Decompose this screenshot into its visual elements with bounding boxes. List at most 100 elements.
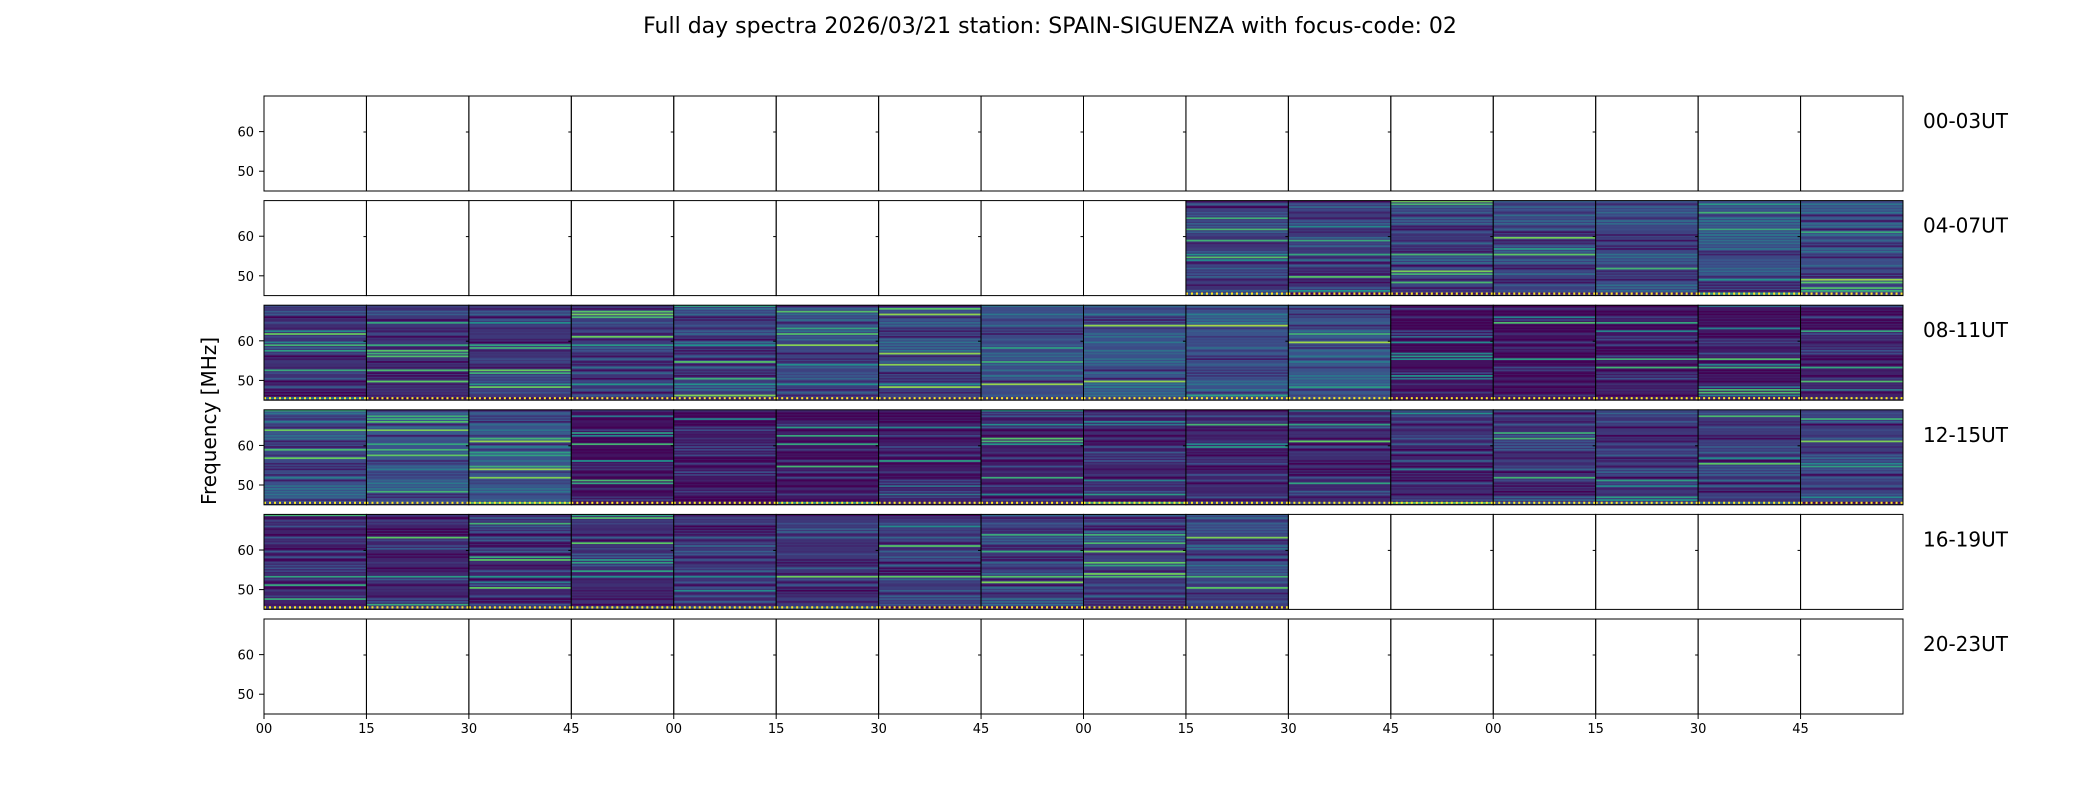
spectrum-panel [1490,618,1597,715]
spectrum-band [1698,474,1801,476]
spectrum-band [1390,333,1494,335]
spectrum-band [1288,253,1391,256]
spectrum-band [366,330,469,333]
spectrum-band [1493,363,1596,366]
spectrum-band [673,316,777,319]
spectrum-band [468,471,572,474]
spectrum-band [673,522,777,525]
spectrum-band [1493,440,1596,443]
spectrum-band [1185,434,1289,437]
spectrum-panel [1592,513,1699,610]
spectrum-band [981,383,1084,386]
spectrum-band [571,525,674,528]
spectrum-band [673,493,777,496]
panel-frame [570,200,675,297]
spectrum-band [571,391,674,394]
panel-frame [570,618,675,715]
spectrum-band [981,333,1084,335]
spectrum-band [264,542,367,545]
spectrum-band [878,573,982,575]
spectrum-band [776,386,879,388]
spectrum-band [1493,394,1596,397]
spectrum-band [571,443,674,446]
spectrum-band [264,479,367,482]
spectrum-band [571,545,674,547]
spectrum-band [1083,349,1186,352]
spectrum-band [1800,225,1903,228]
spectrum-band [878,542,982,545]
spectrum-band [468,451,572,454]
spectrum-band [1185,256,1289,259]
spectrum-band [1185,242,1289,245]
spectrum-band [1800,366,1903,369]
spectrum-band [1390,239,1494,242]
spectrum-band [571,305,674,307]
spectrum-band [264,305,367,307]
spectrum-band [468,313,572,316]
spectrum-band [776,556,879,559]
spectrum-band [878,347,982,349]
spectrum-panel [875,200,982,297]
spectrum-panel [978,618,1084,715]
spectrum-band [571,539,674,542]
spectrum-band [468,420,572,423]
spectrum-band [1493,347,1596,349]
spectrum-band [366,338,469,341]
spectrum-band [1390,259,1494,262]
spectrum-band [981,380,1084,383]
spectrum-band [366,567,469,570]
spectrum-band [571,324,674,327]
spectrum-band [673,479,777,482]
spectrum-band [878,355,982,358]
spectrum-band [878,536,982,539]
spectrum-band [468,496,572,499]
x-tick-label: 45 [1792,722,1809,737]
spectrum-band [1800,239,1903,242]
spectrum-band [981,369,1084,372]
spectrum-band [1288,278,1391,281]
spectrum-band [1595,228,1699,231]
spectrum-band [673,468,777,471]
spectrum-band [1390,290,1494,292]
spectrum-band [981,327,1084,330]
spectrum-band [1698,423,1801,426]
spectrum-band [673,437,777,440]
spectrum-band [776,369,879,372]
spectrum-band [1698,366,1801,369]
spectrum-band [673,327,777,330]
spectrum-band [366,490,469,493]
row-label: 08-11UT [1923,318,2009,342]
spectrum-band [981,603,1084,606]
spectrum-band [1390,448,1494,451]
spectrum-band [1083,358,1186,361]
spectrum-band [1083,429,1186,432]
spectrum-band [1800,448,1903,451]
spectrum-band [468,598,572,600]
spectrum-band [1390,355,1494,358]
spectrum-band [571,479,674,482]
spectrum-band [571,319,674,321]
spectrum-band [776,592,879,595]
spectrum-band [1083,372,1186,374]
spectrum-band [1493,471,1596,474]
spectrum-band [366,355,469,358]
spectrum-panel [875,513,982,610]
spectrum-panel [1182,618,1289,715]
spectrum-band [366,319,469,321]
spectrum-band [1800,276,1903,278]
spectrum-panel [1592,618,1699,715]
spectrum-band [264,522,367,525]
spectrum-band [673,429,777,432]
spectrum-band [468,319,572,321]
spectrum-band [468,366,572,369]
spectrum-band [1185,556,1289,559]
spectrum-band [1595,276,1699,278]
spectrum-band [1595,231,1699,234]
spectrum-band [1800,465,1903,468]
spectrum-band [1698,437,1801,440]
spectrum-band [1185,533,1289,536]
spectrum-band [1390,231,1494,234]
